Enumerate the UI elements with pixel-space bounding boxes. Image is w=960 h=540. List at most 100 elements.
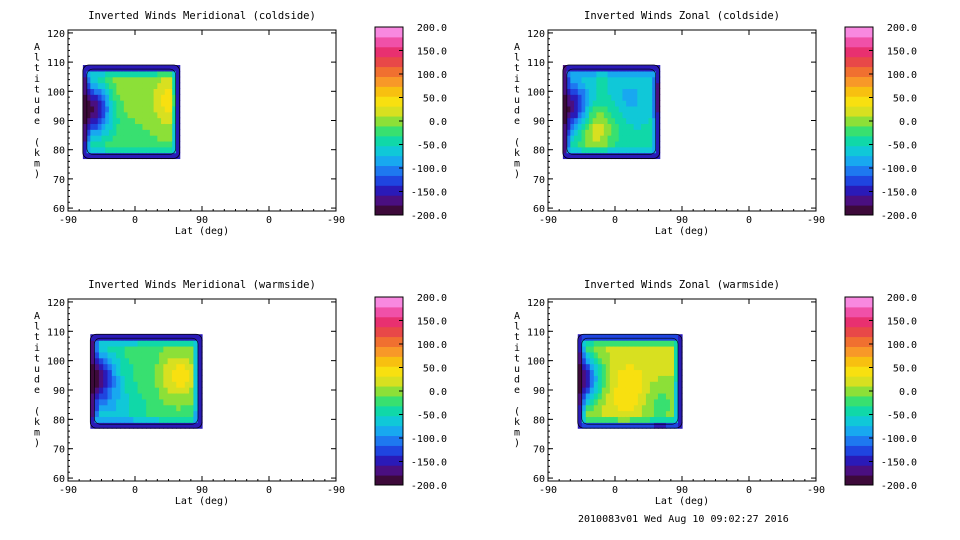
heatmap-cell [593, 363, 599, 371]
heatmap-cell [82, 105, 88, 113]
heatmap-cell [603, 140, 609, 148]
y-tick-label: 80 [53, 146, 65, 157]
heatmap-cell [574, 152, 579, 160]
heatmap-cell [116, 117, 121, 125]
heatmap-cell [171, 369, 177, 376]
heatmap-cell [94, 82, 99, 89]
heatmap-cell [142, 105, 147, 113]
heatmap-cell [127, 140, 132, 148]
heatmap-cell [141, 422, 147, 429]
heatmap-cell [622, 117, 627, 125]
heatmap-cell [90, 152, 95, 160]
heatmap-cell [150, 404, 156, 412]
heatmap-cell [655, 135, 661, 142]
heatmap-cell [644, 70, 650, 78]
heatmap-cell [133, 340, 139, 347]
heatmap-cell [103, 404, 109, 412]
heatmap-cell [142, 88, 147, 95]
heatmap-cell [189, 387, 195, 394]
heatmap-cell [605, 369, 611, 376]
heatmap-cell [570, 82, 575, 89]
heatmap-cell [637, 70, 642, 78]
heatmap-cell [615, 111, 620, 119]
heatmap-cell [649, 351, 655, 359]
heatmap-cell [175, 129, 181, 136]
heatmap-cell [677, 345, 683, 353]
heatmap-cell [657, 410, 663, 418]
heatmap-cell [585, 345, 591, 353]
heatmap-cell [127, 123, 132, 130]
heatmap-cell [622, 94, 627, 101]
heatmap-cell [657, 387, 663, 394]
heatmap-cell [585, 363, 591, 371]
heatmap-cell [633, 146, 638, 154]
heatmap-cell [150, 369, 156, 376]
heatmap-cell [637, 345, 643, 353]
heatmap-cell [94, 422, 100, 429]
heatmap-cell [648, 94, 653, 101]
heatmap-cell [581, 398, 587, 406]
heatmap-cell [600, 152, 605, 160]
heatmap-cell [168, 94, 173, 101]
heatmap-cell [562, 111, 568, 119]
heatmap-cell [135, 100, 140, 107]
heatmap-cell [615, 88, 620, 95]
heatmap-cell [585, 88, 590, 95]
heatmap-cell [641, 416, 647, 423]
heatmap-cell [111, 392, 117, 400]
heatmap-cell [112, 94, 117, 101]
heatmap-cell [105, 94, 110, 101]
heatmap-cell [157, 123, 162, 130]
heatmap-cell [193, 404, 199, 412]
heatmap-cell [116, 123, 121, 130]
heatmap-cell [120, 129, 125, 136]
heatmap-cell [94, 123, 99, 130]
heatmap-cell [673, 398, 679, 406]
contour-line [86, 68, 176, 155]
heatmap-cell [596, 111, 601, 119]
heatmap-cell [120, 334, 126, 341]
heatmap-cell [163, 351, 169, 359]
heatmap-cell [562, 140, 568, 148]
heatmap-cell [141, 375, 147, 382]
heatmap-cell [629, 334, 635, 341]
heatmap-cell [621, 381, 627, 388]
heatmap-cell [633, 76, 638, 84]
heatmap-cell [103, 363, 109, 371]
heatmap-cell [176, 351, 182, 359]
heatmap-cell [82, 100, 88, 107]
heatmap-cell [570, 152, 575, 160]
heatmap-cell [146, 117, 151, 125]
heatmap-cell [150, 363, 156, 371]
heatmap-cell [665, 416, 671, 423]
heatmap-cell [142, 140, 147, 148]
heatmap-cell [135, 76, 140, 84]
heatmap-cell [101, 65, 106, 72]
heatmap-cell [197, 345, 203, 353]
heatmap-cell [625, 340, 631, 347]
heatmap-cell [657, 398, 663, 406]
heatmap-cell [589, 334, 595, 341]
heatmap-cell [138, 123, 144, 130]
heatmap-cell [649, 416, 655, 423]
heatmap-cell [124, 363, 130, 371]
heatmap-cell [618, 88, 624, 95]
heatmap-cell [120, 345, 126, 353]
heatmap-cell [112, 105, 117, 113]
colorbar-tick-label: 50.0 [423, 364, 447, 375]
heatmap-cell [168, 123, 173, 130]
heatmap-cell [637, 404, 643, 412]
heatmap-cell [94, 94, 99, 101]
heatmap-cell [193, 340, 199, 347]
heatmap-cell [577, 140, 583, 148]
heatmap-cell [146, 392, 152, 400]
heatmap-cell [613, 422, 619, 429]
heatmap-cell [98, 334, 104, 341]
heatmap-cell [111, 398, 117, 406]
heatmap-cell [189, 334, 195, 341]
heatmap-cell [107, 369, 113, 376]
heatmap-cell [669, 387, 675, 394]
heatmap-cell [661, 357, 667, 365]
heatmap-cell [581, 146, 586, 154]
heatmap-cell [164, 140, 170, 148]
